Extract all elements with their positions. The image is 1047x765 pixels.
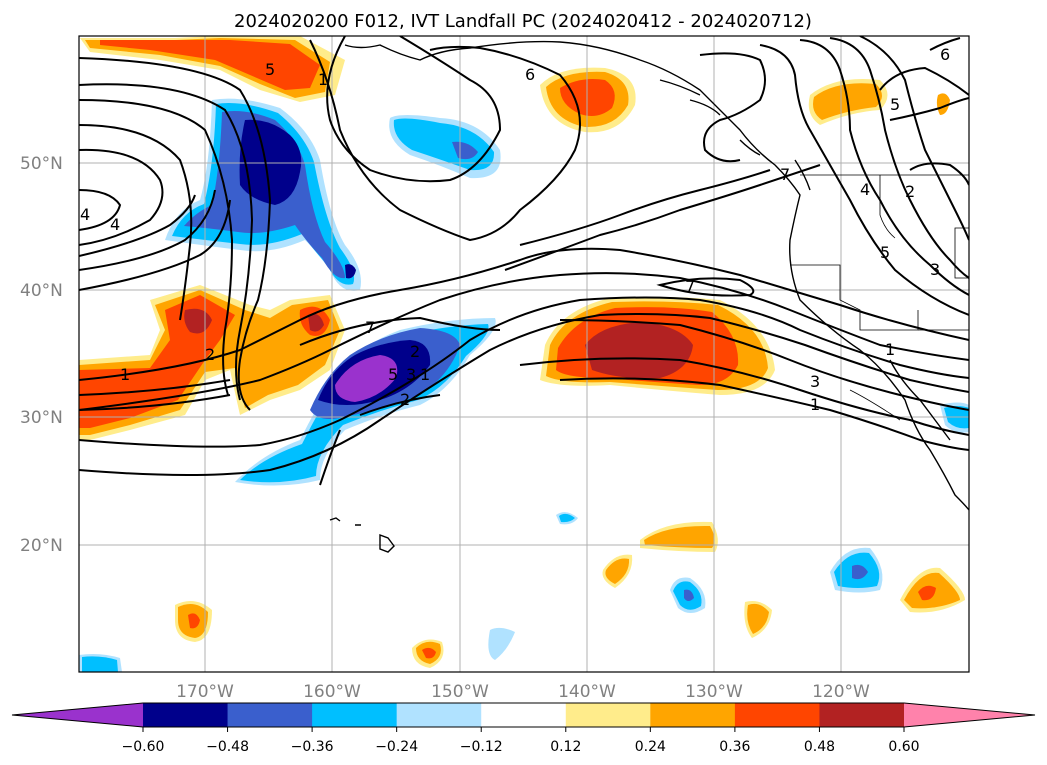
contour-label: 1: [810, 395, 820, 414]
colorbar-segment: [227, 703, 313, 727]
map-panel: 6 5 4 2 1 3 1 7 2 5 3 1 2 1 2 4 5 7 3 1 …: [79, 36, 969, 672]
contour-label: 5: [880, 243, 890, 262]
colorbar-tick-label: −0.12: [460, 739, 503, 755]
contour-label: 2: [905, 182, 915, 201]
lon-label-120w: 120°W: [812, 682, 870, 702]
lat-label-50n: 50°N: [20, 154, 63, 174]
contour-label: 1: [885, 340, 895, 359]
colorbar-tick-label: −0.60: [122, 739, 165, 755]
contour-label: 6: [525, 65, 535, 84]
lon-label-160w: 160°W: [303, 682, 361, 702]
colorbar-tick-label: −0.36: [291, 739, 334, 755]
colorbar-extend-min: [12, 703, 143, 727]
lon-tick-labels: 170°W 160°W 150°W 140°W 130°W 120°W: [176, 682, 870, 702]
lat-tick-labels: 50°N 40°N 30°N 20°N: [20, 154, 63, 556]
lon-label-170w: 170°W: [176, 682, 234, 702]
colorbar-segment: [565, 703, 651, 727]
colorbar-extend-max: [904, 703, 1035, 727]
positive-ivt-shading: [79, 36, 965, 668]
contour-label: 4: [110, 215, 120, 234]
contour-label: 4: [860, 180, 870, 199]
contour-label: 6: [940, 45, 950, 64]
political-borders: [790, 174, 969, 421]
contour-label: 4: [80, 205, 90, 224]
gridlines: [79, 36, 969, 672]
contour-label: 7: [365, 318, 375, 337]
lat-label-40n: 40°N: [20, 281, 63, 301]
colorbar-segment: [312, 703, 398, 727]
contour-label: 2: [410, 342, 420, 361]
colorbar-tick-label: −0.48: [206, 739, 249, 755]
colorbar-tick-label: −0.24: [375, 739, 418, 755]
contour-label: 3: [810, 372, 820, 391]
contour-label: 7: [780, 165, 790, 184]
colorbar-tick-label: 0.48: [804, 739, 835, 755]
colorbar-segment: [396, 703, 482, 727]
lon-label-150w: 150°W: [431, 682, 489, 702]
colorbar-segment: [143, 703, 229, 727]
contour-label: 2: [205, 345, 215, 364]
contour-label: 5: [388, 365, 398, 384]
colorbar-tick-label: 0.12: [550, 739, 581, 755]
colorbar-tick-label: 0.24: [635, 739, 666, 755]
lat-label-30n: 30°N: [20, 408, 63, 428]
colorbar-segment: [650, 703, 736, 727]
contour-label: 5: [890, 95, 900, 114]
contour-label: 5: [265, 60, 275, 79]
colorbar-tick-label: 0.60: [888, 739, 919, 755]
contour-label: 3: [406, 365, 416, 384]
contour-label: 2: [400, 390, 410, 409]
map-frame: [78, 35, 970, 673]
contour-label: 3: [930, 260, 940, 279]
lon-label-140w: 140°W: [558, 682, 616, 702]
contour-label: 1: [420, 365, 430, 384]
colorbar: −0.60 −0.48 −0.36 −0.24 −0.12 0.12 0.24 0.36 0.4…: [11, 702, 1036, 755]
colorbar-segment: [819, 703, 905, 727]
lat-label-20n: 20°N: [20, 536, 63, 556]
lon-label-130w: 130°W: [685, 682, 743, 702]
contour-labels: 6 5 4 2 1 3 1 7 2 5 3 1 2 1 2 4 5 7 3 1 …: [80, 45, 950, 414]
figure-title: 2024020200 F012, IVT Landfall PC (202402…: [234, 11, 812, 32]
contour-lines: [79, 36, 969, 486]
colorbar-segment: [481, 703, 567, 727]
contour-label: 1: [318, 70, 328, 89]
colorbar-tick-label: 0.36: [719, 739, 750, 755]
contour-label: 1: [120, 365, 130, 384]
colorbar-segment: [734, 703, 820, 727]
contour-label: 7: [685, 277, 695, 296]
